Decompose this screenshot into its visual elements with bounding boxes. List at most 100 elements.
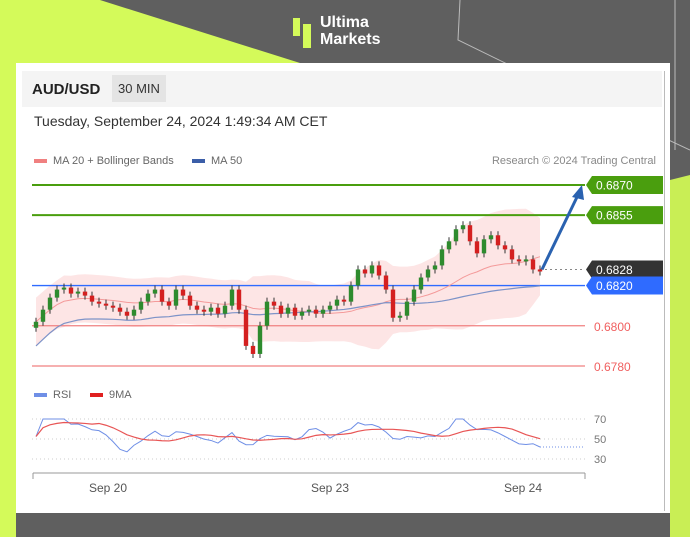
candle-body	[187, 295, 193, 306]
logo-mark-icon	[293, 18, 311, 48]
rsi-line	[35, 418, 541, 453]
candle-body	[523, 259, 529, 262]
candle-body	[152, 289, 158, 294]
legend-rsi-ma-label: 9MA	[109, 389, 132, 401]
candle-body	[376, 265, 382, 276]
candle-body	[334, 299, 340, 306]
x-tick-label: Sep 23	[311, 481, 349, 495]
level-label-0.6800: 0.6800	[594, 320, 631, 334]
candle-body	[446, 241, 452, 250]
candle-body	[390, 289, 396, 318]
candle-body	[299, 311, 305, 316]
candle-body	[82, 291, 88, 296]
candle-body	[61, 287, 67, 290]
candle-body	[194, 305, 200, 310]
candle-body	[236, 289, 242, 310]
candle-body	[327, 305, 333, 310]
credit: Research © 2024 Trading Central	[491, 155, 656, 167]
bollinger-band	[36, 208, 540, 350]
level-label-0.6870: 0.6870	[596, 179, 633, 193]
candle-body	[145, 293, 151, 302]
candle-body	[243, 309, 249, 346]
candle-body	[159, 289, 165, 302]
rsi-tick-70: 70	[594, 414, 606, 426]
candle-body	[411, 289, 417, 302]
level-tag-0.6855	[586, 206, 663, 225]
candle-body	[201, 309, 207, 312]
candle-body	[40, 309, 46, 322]
candle-body	[502, 245, 508, 250]
candle-body	[117, 307, 123, 312]
candle-body	[89, 295, 95, 302]
candle-body	[439, 249, 445, 266]
candle-body	[488, 235, 494, 240]
logo-line2: Markets	[320, 31, 381, 48]
candle-body	[131, 309, 137, 316]
candle-body	[320, 309, 326, 314]
candle-body	[110, 305, 116, 308]
candle-body	[271, 301, 277, 306]
timeframe-badge: 30 MIN	[112, 75, 166, 102]
legend-rsi: RSI	[34, 389, 71, 401]
candle-body	[530, 259, 536, 270]
candle-body	[425, 269, 431, 278]
candle-body	[432, 265, 438, 270]
candle-body	[264, 301, 270, 326]
x-tick-label: Sep 20	[89, 481, 127, 495]
candle-body	[474, 241, 480, 254]
level-label-0.6820: 0.6820	[596, 279, 633, 293]
candle-body	[460, 225, 466, 230]
candle-body	[355, 269, 361, 286]
candle-body	[509, 249, 515, 260]
candle-body	[166, 301, 172, 306]
x-tick-label: Sep 24	[504, 481, 542, 495]
rsi-tick-50: 50	[594, 434, 606, 446]
candle-body	[96, 301, 102, 304]
candle-body	[348, 285, 354, 302]
candle-body	[418, 277, 424, 290]
candle-body	[47, 297, 53, 310]
legend-ma20-label: MA 20 + Bollinger Bands	[53, 155, 174, 167]
candle-body	[537, 269, 543, 272]
candle-body	[306, 309, 312, 312]
level-tag-0.6870	[586, 176, 663, 194]
level-label-0.6855: 0.6855	[596, 209, 633, 223]
candle-body	[292, 307, 298, 316]
candle-body	[173, 289, 179, 306]
legend-ma50-label: MA 50	[211, 155, 243, 167]
candle-body	[229, 289, 235, 306]
candle-body	[397, 315, 403, 318]
symbol-label: AUD/USD	[32, 81, 101, 98]
rsi-ma-line	[35, 421, 541, 442]
level-tag-0.6828	[586, 260, 663, 279]
candle-body	[285, 307, 291, 314]
candle-body	[495, 235, 501, 246]
candle-body	[33, 321, 39, 328]
candle-body	[250, 345, 256, 354]
candle-body	[138, 301, 144, 310]
candle-body	[362, 269, 368, 274]
card-border	[664, 71, 665, 511]
candle-body	[257, 325, 263, 354]
logo-line1: Ultima	[320, 14, 369, 31]
candle-body	[453, 229, 459, 242]
candle-body	[341, 299, 347, 302]
level-tag-0.6820	[586, 276, 663, 295]
candle-body	[516, 259, 522, 262]
candle-body	[124, 311, 130, 316]
chart-header: AUD/USD 30 MIN	[22, 71, 662, 107]
candle-body	[481, 239, 487, 254]
candle-body	[467, 225, 473, 242]
legend-ma50: MA 50	[192, 155, 242, 167]
candle-body	[68, 287, 74, 294]
candle-body	[222, 305, 228, 314]
timestamp: Tuesday, September 24, 2024 1:49:34 AM C…	[34, 113, 328, 129]
ultima-markets-logo: Ultima Markets	[292, 14, 380, 48]
legend-ma20: MA 20 + Bollinger Bands	[34, 155, 174, 167]
candle-body	[215, 307, 221, 314]
candle-body	[278, 305, 284, 314]
rsi-tick-30: 30	[594, 454, 606, 466]
level-label-0.6780: 0.6780	[594, 360, 631, 374]
